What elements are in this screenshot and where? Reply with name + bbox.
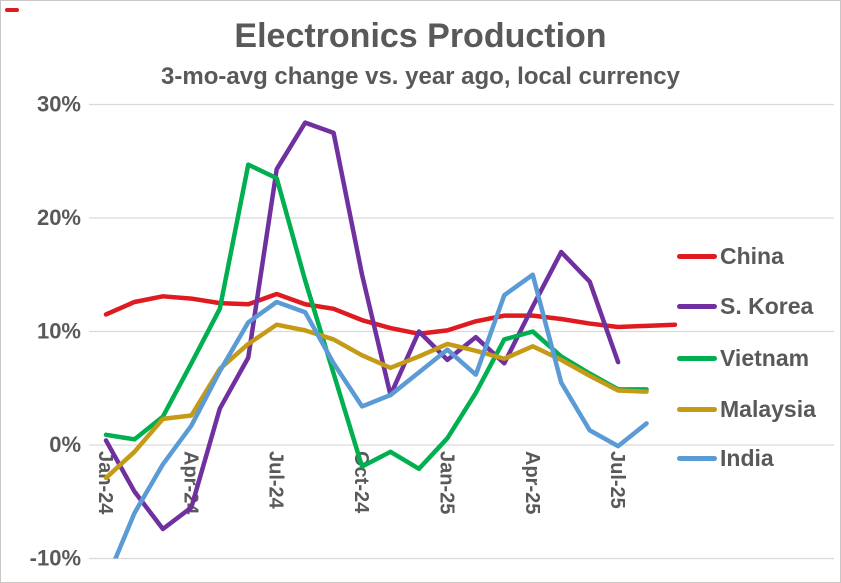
x-axis-tick-label: Apr-25 <box>521 451 543 514</box>
malaysia-line-swatch <box>677 406 717 412</box>
series-line-india <box>113 272 649 559</box>
y-axis-tick-label: -10% <box>30 546 81 571</box>
y-axis-tick-label: 20% <box>37 205 81 230</box>
x-axis-tick-label: Jan-24 <box>94 451 116 515</box>
series-line-vietnam <box>103 162 649 472</box>
legend-item-malaysia: Malaysia <box>677 395 816 423</box>
legend-label-skorea: S. Korea <box>720 292 814 319</box>
series-line-skorea <box>103 120 621 532</box>
legend-label-china: China <box>720 242 784 269</box>
chart-subtitle: 3-mo-avg change vs. year ago, local curr… <box>161 63 680 90</box>
china-line-swatch <box>677 253 717 259</box>
skorea-line-swatch <box>677 303 717 309</box>
x-axis-tick-label: Jul-24 <box>265 451 287 510</box>
legend-item-india: India <box>677 444 774 472</box>
legend: China S. Korea Vietnam Malaysia India <box>677 1 837 582</box>
legend-item-china: China <box>677 242 784 270</box>
legend-label-malaysia: Malaysia <box>720 395 816 422</box>
series-line-china <box>103 291 678 337</box>
y-axis-tick-label: 30% <box>37 92 81 117</box>
legend-item-skorea: S. Korea <box>677 292 813 320</box>
legend-label-india: India <box>720 444 774 471</box>
x-axis-tick-label: Jan-25 <box>435 451 457 514</box>
y-axis-tick-label: 10% <box>37 319 81 344</box>
vietnam-line-swatch <box>677 355 717 361</box>
y-axis-tick-label: 0% <box>49 432 81 457</box>
x-axis-tick-label: Oct-24 <box>350 451 372 514</box>
legend-item-vietnam: Vietnam <box>677 344 809 372</box>
legend-label-vietnam: Vietnam <box>720 344 810 371</box>
chart-title: Electronics Production <box>234 17 607 55</box>
x-axis-tick-label: Jul-25 <box>606 451 628 509</box>
stray-red-mark <box>5 8 19 12</box>
india-line-swatch <box>677 455 717 461</box>
